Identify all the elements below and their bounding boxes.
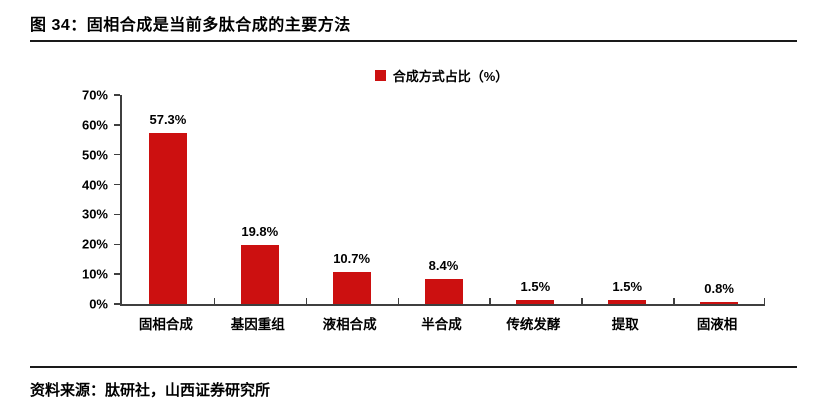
y-axis-tick-mark <box>114 303 120 305</box>
bar-基因重组 <box>240 244 279 304</box>
bar-value-label: 10.7% <box>333 251 371 267</box>
y-axis-tick-label: 20% <box>81 236 108 252</box>
bar-value-label: 8.4% <box>428 257 459 273</box>
y-axis-tick-label: 50% <box>81 147 108 163</box>
x-axis-category-label: 固相合成 <box>138 317 193 332</box>
y-axis-tick-label: 40% <box>81 177 108 193</box>
bar-液相合成 <box>332 272 371 304</box>
x-axis-category-label: 固液相 <box>696 317 738 332</box>
bar-半合成 <box>424 278 463 304</box>
x-axis-tick-mark <box>581 298 583 304</box>
y-axis-tick-mark <box>114 124 120 126</box>
y-axis-tick-label: 30% <box>81 206 108 222</box>
x-axis-category-label: 基因重组 <box>230 317 285 332</box>
y-axis-tick-label: 10% <box>81 266 108 282</box>
x-axis-tick-mark <box>305 298 308 304</box>
title-divider-line <box>30 40 797 42</box>
bar-value-label: 19.8% <box>241 223 279 239</box>
y-axis-tick-mark <box>114 153 120 156</box>
y-axis-tick-mark <box>114 183 120 186</box>
bar-chart-plot-area: 57.3% 19.8% 10.7% 8.4% 1.5% 1.5% 0.8% <box>114 94 765 306</box>
y-axis-tick-mark <box>114 94 120 96</box>
y-axis-tick-mark <box>114 213 120 216</box>
bar-value-label: 57.3% <box>149 111 187 127</box>
x-axis-tick-mark <box>489 298 491 304</box>
x-axis-tick-mark <box>673 298 675 304</box>
x-axis-tick-mark <box>397 298 400 304</box>
y-axis-tick-mark <box>114 243 120 246</box>
x-axis-category-label: 传统发酵 <box>506 317 561 332</box>
y-axis-tick-label: 0% <box>89 296 108 312</box>
legend-red-square-icon <box>374 70 386 81</box>
x-axis-category-label: 液相合成 <box>322 317 377 332</box>
bar-value-label: 1.5% <box>520 278 551 294</box>
x-axis-category-labels: 固相合成 基因重组 液相合成 半合成 传统发酵 提取 固液相 <box>120 313 763 333</box>
source-divider-line <box>30 366 797 368</box>
y-axis-tick-label: 60% <box>81 117 108 133</box>
y-axis-tick-label: 70% <box>81 87 108 103</box>
bar-固相合成 <box>148 132 187 304</box>
legend-label: 合成方式占比（%） <box>392 69 509 84</box>
bar-提取 <box>608 299 647 304</box>
y-axis-tick-mark <box>114 273 120 275</box>
bar-传统发酵 <box>516 299 555 304</box>
y-axis-labels: 0% 10% 20% 30% 40% 50% 60% 70% <box>0 88 114 312</box>
chart-legend: 合成方式占比（%） <box>120 66 763 85</box>
x-axis-tick-mark <box>763 298 765 304</box>
x-axis-category-label: 提取 <box>611 317 639 332</box>
bar-value-label: 1.5% <box>612 278 643 294</box>
x-axis-tick-mark <box>213 298 216 304</box>
figure-title: 图 34：固相合成是当前多肽合成的主要方法 <box>30 17 351 34</box>
bar-value-label: 0.8% <box>704 280 734 296</box>
source-attribution: 资料来源：肽研社，山西证券研究所 <box>30 382 271 399</box>
bar-固液相 <box>700 301 739 304</box>
x-axis-category-label: 半合成 <box>421 317 462 332</box>
